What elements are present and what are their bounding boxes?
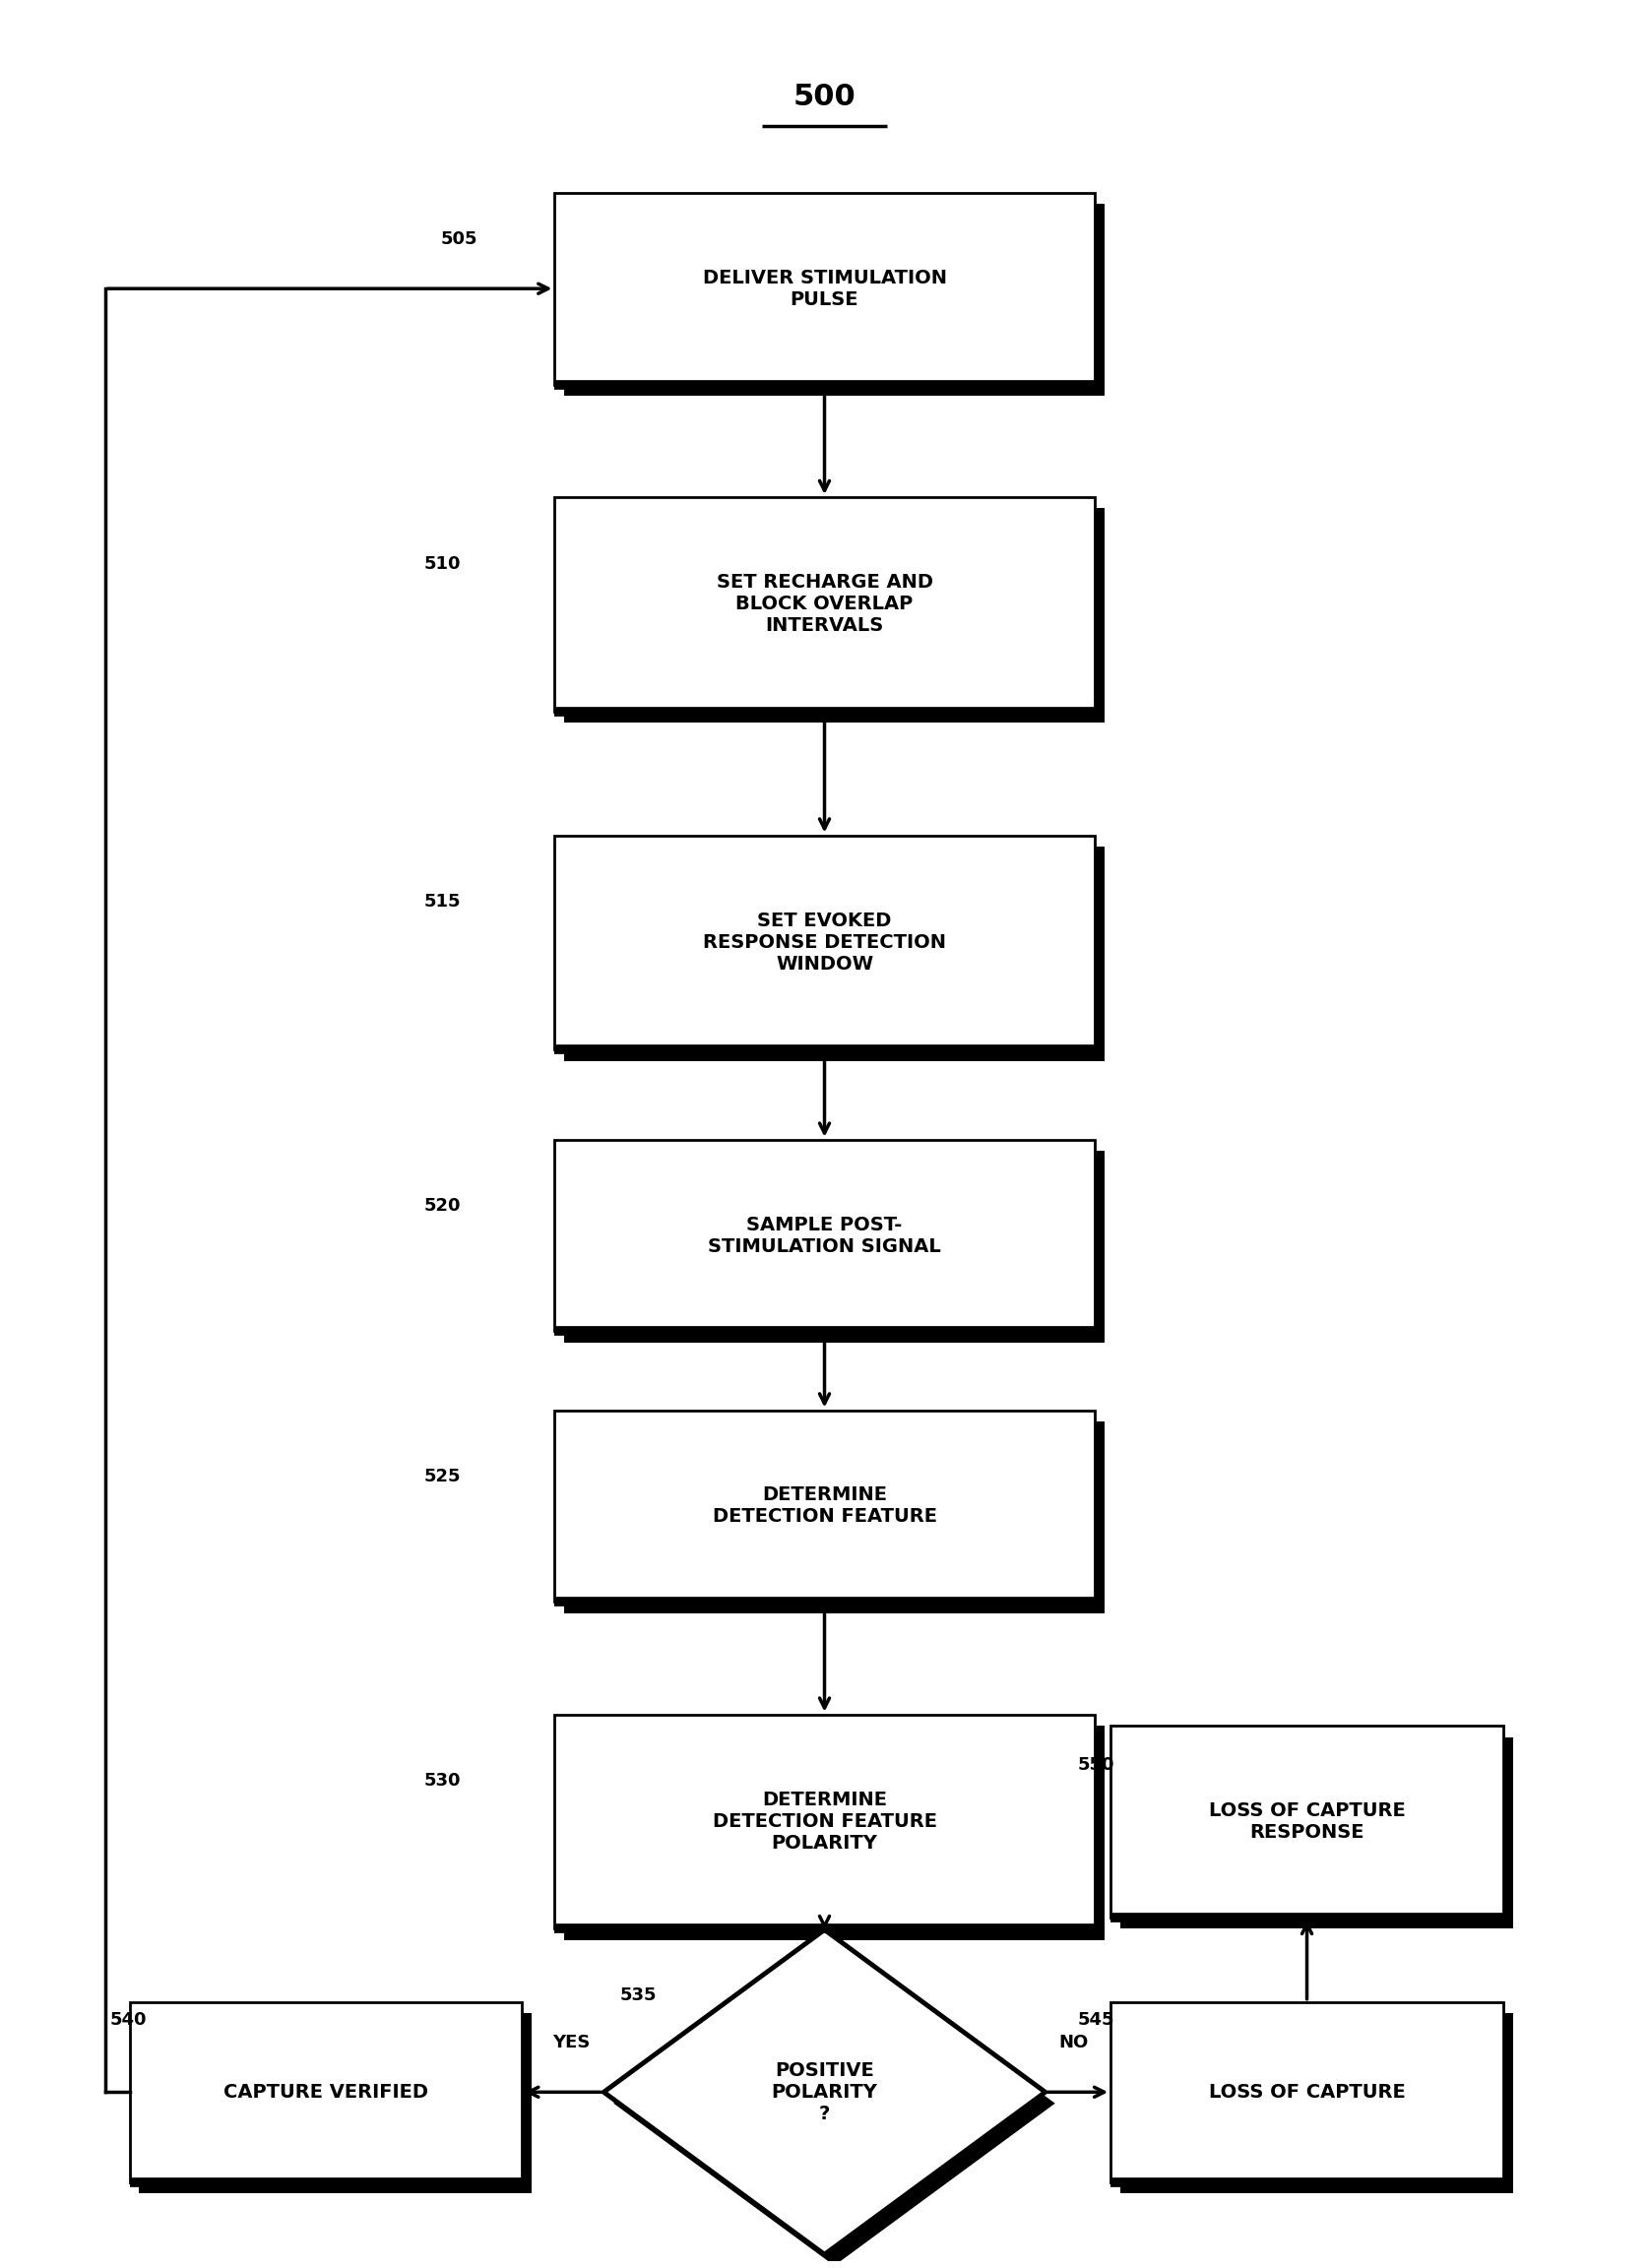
Text: 520: 520: [424, 1198, 460, 1216]
Text: SET RECHARGE AND
BLOCK OVERLAP
INTERVALS: SET RECHARGE AND BLOCK OVERLAP INTERVALS: [716, 574, 933, 635]
FancyBboxPatch shape: [564, 1726, 1105, 1939]
FancyBboxPatch shape: [554, 193, 1095, 386]
FancyBboxPatch shape: [554, 497, 1095, 712]
Text: LOSS OF CAPTURE
RESPONSE: LOSS OF CAPTURE RESPONSE: [1209, 1801, 1405, 1842]
FancyBboxPatch shape: [1111, 2003, 1504, 2182]
FancyBboxPatch shape: [554, 1139, 1095, 1331]
Polygon shape: [604, 1930, 1045, 2254]
FancyBboxPatch shape: [564, 1422, 1105, 1613]
FancyBboxPatch shape: [1120, 2014, 1514, 2193]
FancyBboxPatch shape: [130, 2003, 523, 2182]
FancyBboxPatch shape: [139, 2014, 531, 2193]
FancyBboxPatch shape: [1111, 1726, 1504, 1916]
Text: 505: 505: [440, 229, 477, 247]
FancyBboxPatch shape: [564, 1150, 1105, 1343]
Text: POSITIVE
POLARITY
?: POSITIVE POLARITY ?: [772, 2062, 877, 2123]
Text: 545: 545: [1078, 2012, 1115, 2030]
FancyBboxPatch shape: [564, 508, 1105, 723]
FancyBboxPatch shape: [564, 846, 1105, 1061]
Text: DELIVER STIMULATION
PULSE: DELIVER STIMULATION PULSE: [702, 268, 947, 308]
Text: YES: YES: [552, 2034, 590, 2053]
Text: 535: 535: [620, 1987, 656, 2005]
FancyBboxPatch shape: [554, 835, 1095, 1050]
Text: SET EVOKED
RESPONSE DETECTION
WINDOW: SET EVOKED RESPONSE DETECTION WINDOW: [702, 912, 947, 973]
Text: 530: 530: [424, 1771, 460, 1789]
Text: SAMPLE POST-
STIMULATION SIGNAL: SAMPLE POST- STIMULATION SIGNAL: [707, 1216, 942, 1256]
FancyBboxPatch shape: [1120, 1737, 1514, 1928]
FancyBboxPatch shape: [564, 204, 1105, 395]
Polygon shape: [613, 1941, 1055, 2266]
Text: CAPTURE VERIFIED: CAPTURE VERIFIED: [223, 2082, 429, 2102]
Text: NO: NO: [1059, 2034, 1088, 2053]
Text: 540: 540: [110, 2012, 147, 2030]
Text: 500: 500: [793, 82, 856, 111]
Text: DETERMINE
DETECTION FEATURE
POLARITY: DETERMINE DETECTION FEATURE POLARITY: [712, 1789, 937, 1853]
Text: 510: 510: [424, 556, 460, 572]
Text: DETERMINE
DETECTION FEATURE: DETERMINE DETECTION FEATURE: [712, 1486, 937, 1526]
FancyBboxPatch shape: [554, 1411, 1095, 1601]
Text: 525: 525: [424, 1467, 460, 1486]
Text: 515: 515: [424, 894, 460, 912]
Text: LOSS OF CAPTURE: LOSS OF CAPTURE: [1209, 2082, 1405, 2102]
Text: 550: 550: [1078, 1755, 1115, 1774]
FancyBboxPatch shape: [554, 1715, 1095, 1928]
